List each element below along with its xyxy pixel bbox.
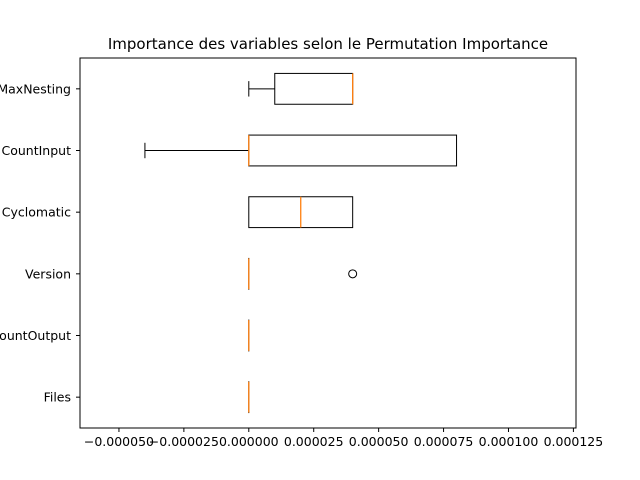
y-tick-label: Cyclomatic: [2, 205, 71, 220]
x-tick-label: 0.000025: [284, 434, 344, 449]
x-tick-label: −0.000050: [84, 434, 154, 449]
y-tick-label: Version: [25, 266, 71, 281]
y-tick-label: CountInput: [2, 143, 72, 158]
box-iqr: [248, 134, 458, 167]
x-tick-label: −0.000025: [149, 434, 219, 449]
box-countinput: [144, 134, 458, 167]
y-axis: MaxNesting CountInput Cyclomatic Version Cou…: [0, 81, 80, 405]
x-tick-label: 0.000125: [544, 434, 604, 449]
chart-title: Importance des variables selon le Permut…: [108, 35, 548, 53]
y-tick-label: Files: [44, 390, 71, 405]
x-tick-label: 0.000075: [414, 434, 474, 449]
x-tick-label: 0.000000: [219, 434, 279, 449]
plot-layer: [144, 72, 458, 414]
outlier-point: [348, 269, 358, 279]
box-maxnesting: [248, 72, 354, 105]
x-tick-label: 0.000100: [479, 434, 539, 449]
x-axis: −0.000050−0.000025 0.000000 0.000025 0.0000…: [84, 428, 603, 449]
box-version: [248, 257, 358, 290]
box-iqr: [274, 72, 354, 105]
y-tick-label: MaxNesting: [0, 81, 71, 96]
plot-frame: [79, 57, 577, 429]
box-cyclomatic: [248, 196, 354, 229]
x-tick-label: 0.000050: [349, 434, 409, 449]
y-tick-label: CountOutput: [0, 328, 71, 343]
